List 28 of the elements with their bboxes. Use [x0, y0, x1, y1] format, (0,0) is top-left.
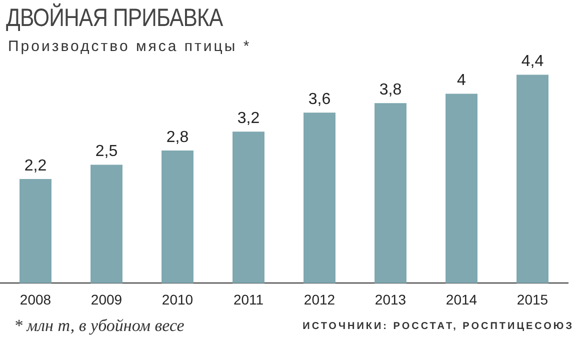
x-tick-label: 2014 — [446, 291, 478, 308]
data-label: 3,6 — [308, 91, 331, 108]
text: ИСТОЧНИКИ: РОССТАТ, РОСПТИЦЕСОЮЗ — [302, 321, 574, 332]
bar — [516, 74, 548, 284]
x-tick-label: 2011 — [233, 291, 264, 308]
x-tick-label: 2008 — [20, 291, 52, 308]
data-label: 4,4 — [521, 53, 544, 70]
x-tick-label: 2009 — [90, 291, 122, 308]
x-tick-label: 2015 — [516, 291, 548, 308]
bar — [232, 132, 264, 284]
x-tick-label: 2012 — [304, 291, 336, 308]
bar — [304, 112, 336, 284]
bar — [446, 94, 478, 284]
bar — [162, 150, 194, 284]
data-label: 3,2 — [237, 110, 260, 127]
chart-subtitle: Производство мяса птицы * — [8, 38, 252, 55]
bar — [374, 103, 406, 284]
data-label: 4 — [457, 72, 466, 90]
data-label: 2,8 — [166, 128, 189, 146]
chart-title: ДВОЙНАЯ ПРИБАВКА — [6, 4, 223, 33]
x-tick-label: 2013 — [374, 291, 406, 308]
data-label: 2,5 — [95, 143, 118, 160]
bar — [90, 164, 122, 284]
text: * млн т, в убойном весе — [14, 316, 184, 336]
data-label: 3,8 — [379, 82, 402, 99]
x-tick-label: 2010 — [162, 291, 194, 308]
bar — [20, 178, 52, 284]
data-label: 2,2 — [24, 157, 47, 174]
